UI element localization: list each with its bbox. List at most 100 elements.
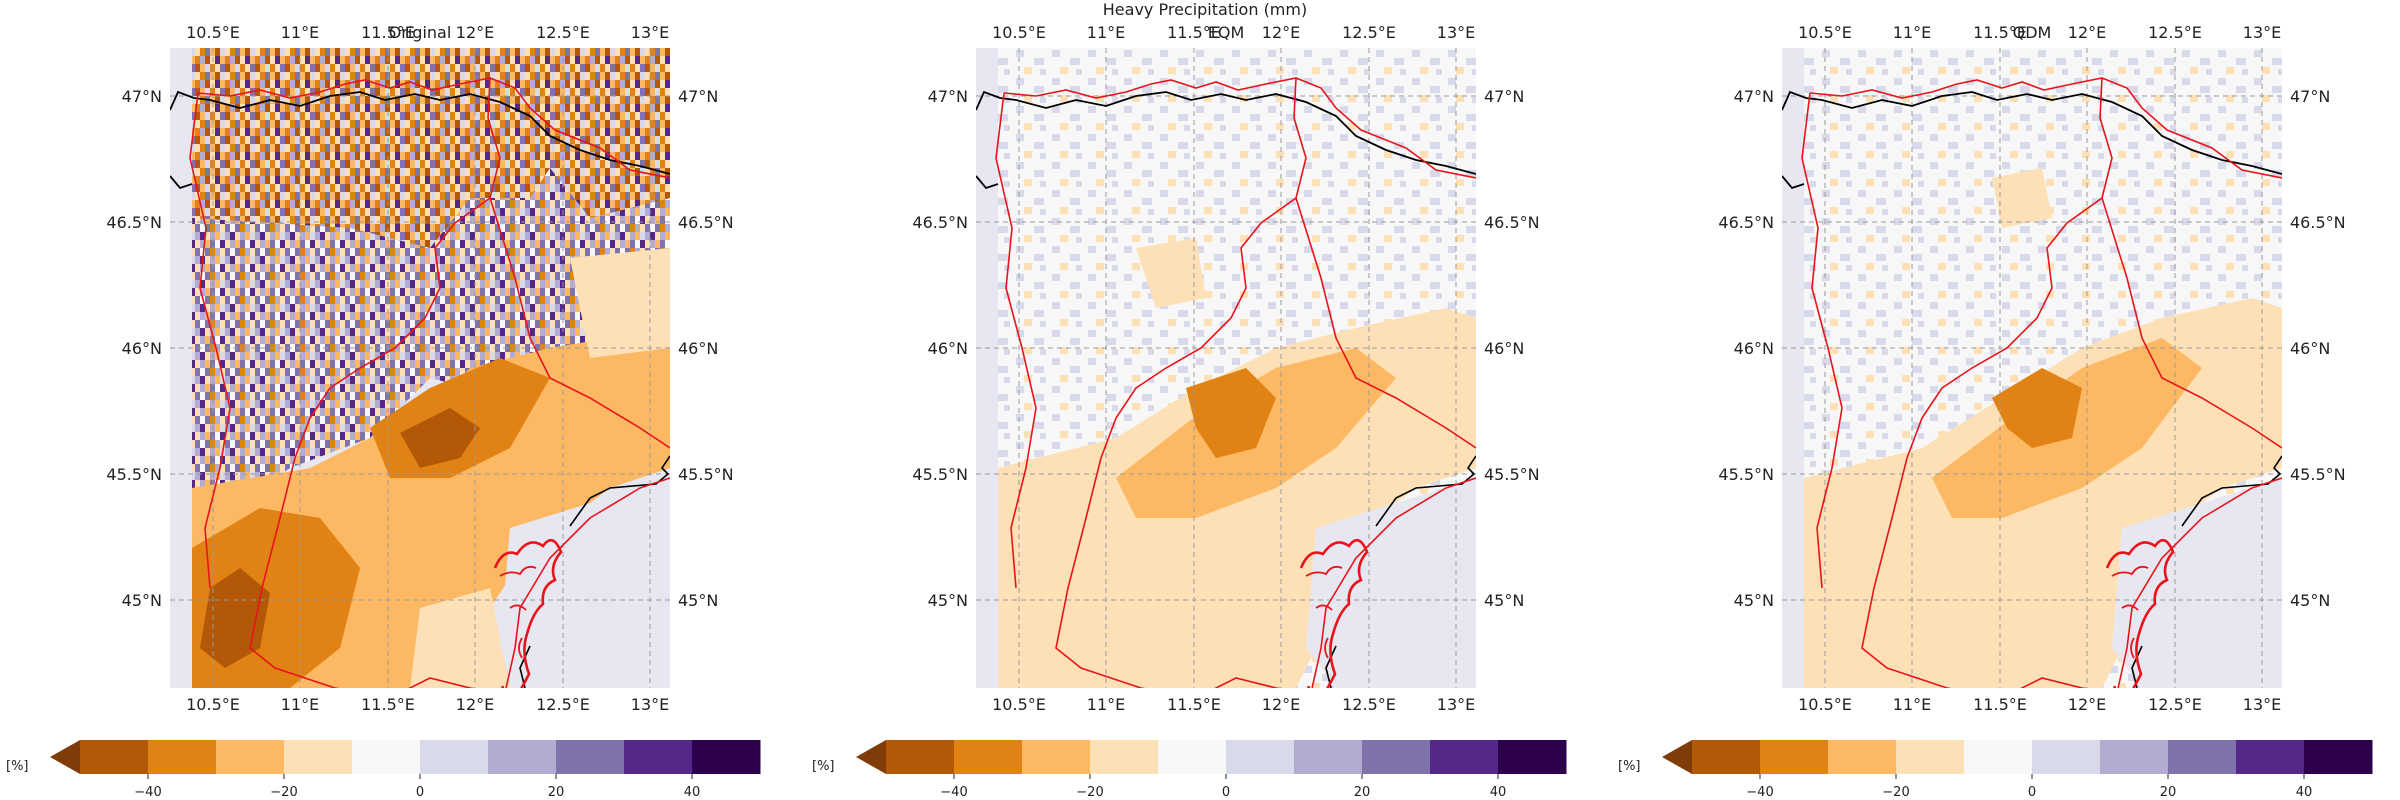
colorbar-swatch [1760, 740, 1829, 774]
lon-tick: 13°E [2243, 695, 2281, 714]
lat-tick: 45°N [1734, 591, 1774, 610]
colorbar-tick-label: 40 [2296, 785, 2313, 800]
colorbar-original: −40 −20 0 20 40 [%] [6, 740, 761, 800]
lat-ticks-left: 47°N 46.5°N 46°N 45.5°N 45°N [106, 87, 162, 610]
lon-tick: 10.5°E [992, 695, 1046, 714]
colorbar-tick-label: −40 [134, 785, 161, 800]
colorbar-swatch [886, 740, 955, 774]
map-field [1782, 48, 2282, 688]
lat-tick: 46°N [928, 339, 968, 358]
lat-tick: 47°N [678, 87, 718, 106]
lon-tick: 13°E [1437, 695, 1475, 714]
lon-tick: 11°E [281, 695, 319, 714]
lon-tick: 11°E [1893, 23, 1931, 42]
lat-ticks-left: 47°N 46.5°N 46°N 45.5°N 45°N [1718, 87, 1774, 610]
lat-tick: 46.5°N [1484, 213, 1540, 232]
lat-tick: 45.5°N [1484, 465, 1540, 484]
lat-tick: 45.5°N [678, 465, 734, 484]
lon-tick: 12.5°E [1342, 23, 1396, 42]
lon-tick: 10.5°E [186, 23, 240, 42]
panel-title: QDM [2013, 23, 2052, 42]
colorbar-tick-label: 40 [1490, 785, 1507, 800]
lon-ticks-top: 10.5°E 11°E 11.5°E 12°E 12.5°E 13°E [992, 23, 1475, 42]
lat-tick: 46.5°N [106, 213, 162, 232]
colorbar-swatch [1896, 740, 1965, 774]
lon-tick: 13°E [631, 23, 669, 42]
lat-tick: 46.5°N [1718, 213, 1774, 232]
lat-tick: 47°N [1734, 87, 1774, 106]
lon-tick: 10.5°E [1798, 695, 1852, 714]
lon-tick: 11°E [281, 23, 319, 42]
colorbar-swatch [420, 740, 489, 774]
colorbar-unit: [%] [1618, 759, 1641, 774]
lat-ticks-right: 47°N 46.5°N 46°N 45.5°N 45°N [1484, 87, 1540, 610]
lon-tick: 12°E [2068, 695, 2106, 714]
panel-title: EQM [1208, 23, 1245, 42]
colorbar-qdm: −40 −20 0 20 40 [%] [1618, 740, 2373, 800]
colorbar-extend-min [50, 740, 80, 774]
colorbar-swatch [556, 740, 625, 774]
lon-ticks-bottom: 10.5°E 11°E 11.5°E 12°E 12.5°E 13°E [186, 695, 669, 714]
lon-ticks-bottom: 10.5°E 11°E 11.5°E 12°E 12.5°E 13°E [992, 695, 1475, 714]
lon-tick: 12.5°E [536, 23, 590, 42]
colorbar-tick-label: 20 [548, 785, 565, 800]
colorbar-eqm: −40 −20 0 20 40 [%] [812, 740, 1567, 800]
colorbar-unit: [%] [6, 759, 29, 774]
colorbar-tick-label: 0 [2028, 785, 2036, 800]
lat-tick: 47°N [1484, 87, 1524, 106]
colorbar-swatch [216, 740, 285, 774]
lat-tick: 45.5°N [912, 465, 968, 484]
colorbar-tick-label: 20 [2160, 785, 2177, 800]
lon-tick: 12.5°E [2148, 23, 2202, 42]
panel-qdm: QDM 10.5°E 11°E 11.5°E 12°E 12.5°E 13°E … [1718, 23, 2345, 714]
lon-tick: 12°E [1262, 695, 1300, 714]
lat-tick: 46.5°N [912, 213, 968, 232]
lat-tick: 45.5°N [106, 465, 162, 484]
lon-tick: 10.5°E [992, 23, 1046, 42]
colorbar-tick-label: 0 [1222, 785, 1230, 800]
colorbar-tick-label: −20 [1882, 785, 1909, 800]
lon-tick: 12.5°E [1342, 695, 1396, 714]
lat-ticks-left: 47°N 46.5°N 46°N 45.5°N 45°N [912, 87, 968, 610]
lon-tick: 12°E [2068, 23, 2106, 42]
colorbar-swatch [1022, 740, 1091, 774]
lon-tick: 11.5°E [1973, 695, 2027, 714]
colorbar-swatch [954, 740, 1023, 774]
colorbar-tick-label: 0 [416, 785, 424, 800]
colorbar-swatch [80, 740, 149, 774]
colorbar-swatch [1498, 740, 1567, 774]
lon-tick: 11.5°E [361, 23, 415, 42]
lat-ticks-right: 47°N 46.5°N 46°N 45.5°N 45°N [678, 87, 734, 610]
lat-tick: 46°N [1734, 339, 1774, 358]
lon-ticks-top: 10.5°E 11°E 11.5°E 12°E 12.5°E 13°E [1798, 23, 2281, 42]
lon-ticks-top: 10.5°E 11°E 11.5°E 12°E 12.5°E 13°E [186, 23, 669, 42]
lon-tick: 13°E [1437, 23, 1475, 42]
colorbar-swatch [1158, 740, 1227, 774]
lon-ticks-bottom: 10.5°E 11°E 11.5°E 12°E 12.5°E 13°E [1798, 695, 2281, 714]
lon-tick: 10.5°E [186, 695, 240, 714]
colorbar-tick-label: −40 [940, 785, 967, 800]
lat-tick: 45.5°N [1718, 465, 1774, 484]
colorbar-swatch [2168, 740, 2237, 774]
colorbar-swatch [1828, 740, 1897, 774]
lon-tick: 11°E [1087, 695, 1125, 714]
lat-tick: 46°N [2290, 339, 2330, 358]
lon-tick: 11°E [1893, 695, 1931, 714]
colorbar-swatch [148, 740, 217, 774]
colorbar-swatch [1226, 740, 1295, 774]
lat-ticks-right: 47°N 46.5°N 46°N 45.5°N 45°N [2290, 87, 2346, 610]
colorbar-swatch [2304, 740, 2373, 774]
colorbar-swatch [284, 740, 353, 774]
colorbar-swatch [2236, 740, 2305, 774]
panel-eqm: EQM 10.5°E 11°E 11.5°E 12°E 12.5°E 13°E … [912, 23, 1539, 714]
lat-tick: 46°N [678, 339, 718, 358]
lat-tick: 45°N [678, 591, 718, 610]
colorbar-tick-label: −20 [1076, 785, 1103, 800]
colorbar-swatch [488, 740, 557, 774]
colorbar-extend-min [856, 740, 886, 774]
lat-tick: 46°N [1484, 339, 1524, 358]
lon-tick: 12.5°E [536, 695, 590, 714]
lon-tick: 11.5°E [361, 695, 415, 714]
lon-tick: 13°E [2243, 23, 2281, 42]
